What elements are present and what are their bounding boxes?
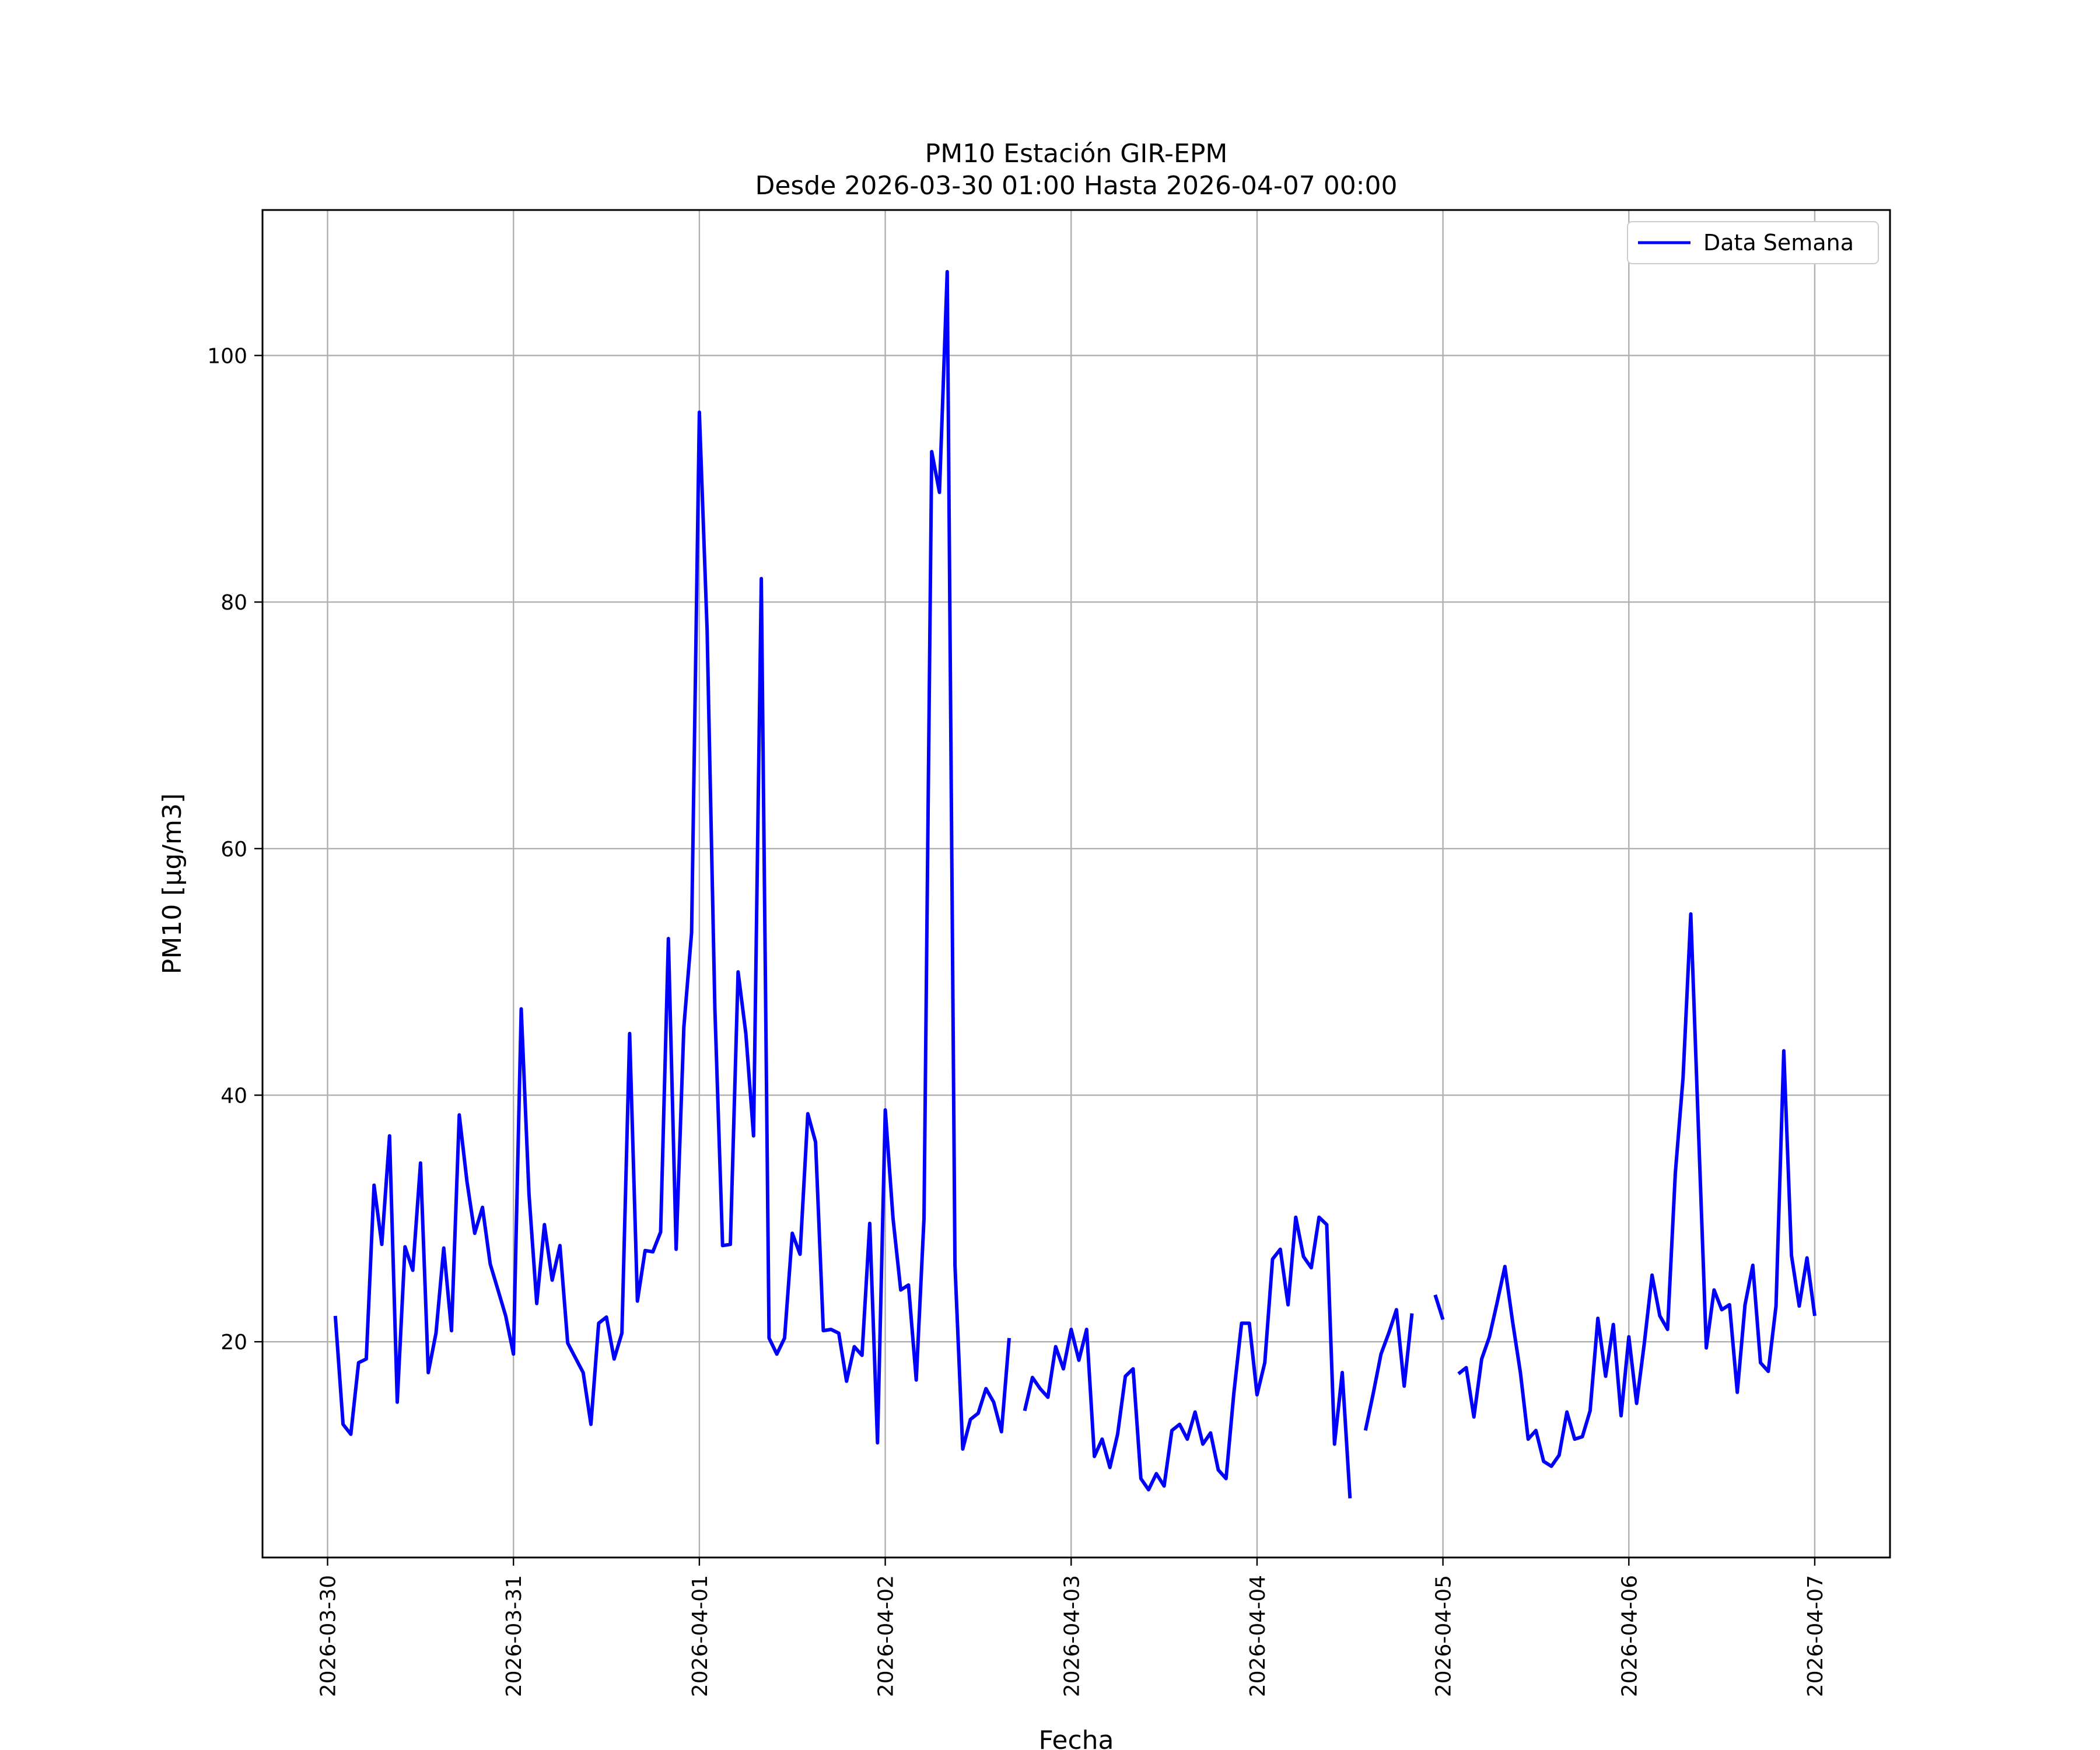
y-tick-label: 40 bbox=[220, 1084, 247, 1108]
x-axis: 2026-03-30 2026-03-31 2026-04-01 2026-04-02… bbox=[317, 1558, 1828, 1697]
x-tick-label: 2026-04-05 bbox=[1432, 1575, 1456, 1697]
x-tick-label: 2026-04-06 bbox=[1618, 1575, 1642, 1697]
y-tick-label: 100 bbox=[207, 344, 247, 368]
y-tick-label: 60 bbox=[220, 838, 247, 862]
x-tick-label: 2026-04-04 bbox=[1246, 1575, 1270, 1697]
y-tick-label: 80 bbox=[220, 591, 247, 615]
x-tick-label: 2026-03-30 bbox=[317, 1575, 341, 1697]
x-tick-label: 2026-04-02 bbox=[874, 1575, 898, 1697]
x-tick-label: 2026-04-01 bbox=[688, 1575, 712, 1697]
x-axis-label: Fecha bbox=[1038, 1726, 1114, 1750]
series-line bbox=[333, 270, 1817, 1499]
x-tick-label: 2026-04-07 bbox=[1804, 1575, 1828, 1697]
chart-title: PM10 Estación GIR-EPM bbox=[925, 139, 1228, 169]
x-tick-label: 2026-03-31 bbox=[502, 1575, 526, 1697]
plot-frame bbox=[261, 209, 1891, 1559]
chart-subtitle: Desde 2026-03-30 01:00 Hasta 2026-04-07 … bbox=[755, 171, 1397, 201]
legend-label: Data Semana bbox=[1703, 230, 1854, 256]
y-tick-label: 20 bbox=[220, 1331, 247, 1354]
legend-box bbox=[1627, 221, 1879, 264]
y-axis: 20 40 60 80 100 bbox=[207, 344, 262, 1354]
legend: Data Semana bbox=[1627, 221, 1879, 264]
series-layer bbox=[333, 270, 1817, 1499]
y-axis-label: PM10 [μg/m3] bbox=[158, 793, 187, 974]
x-tick-label: 2026-04-03 bbox=[1060, 1575, 1084, 1697]
